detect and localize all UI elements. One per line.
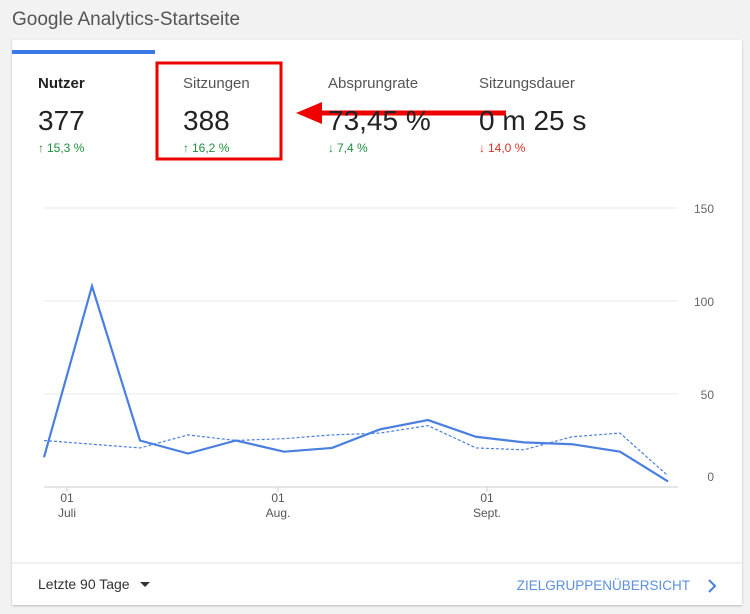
change-arrow: ↑	[183, 141, 189, 155]
metric-value: 377	[38, 105, 85, 136]
x-tick-month: Sept.	[473, 506, 501, 520]
x-tick-day: 01	[480, 491, 494, 505]
x-tick-month: Aug.	[266, 506, 291, 520]
active-tab-bar	[12, 50, 155, 54]
card	[12, 40, 742, 605]
x-tick-day: 01	[271, 491, 285, 505]
x-tick-month: Juli	[58, 506, 76, 520]
change-arrow: ↓	[479, 141, 485, 155]
metric-value: 0 m 25 s	[479, 105, 586, 136]
x-tick-day: 01	[60, 491, 74, 505]
y-tick-label: 100	[694, 295, 714, 309]
y-tick-label: 150	[694, 202, 714, 216]
metric-label: Absprungrate	[328, 75, 418, 92]
metric-label: Sitzungsdauer	[479, 75, 575, 92]
date-range[interactable]: Letzte 90 Tage	[38, 576, 130, 592]
metric-value: 388	[183, 105, 230, 136]
metric-change: 7,4 %	[337, 141, 368, 155]
change-arrow: ↑	[38, 141, 44, 155]
metric-change: 14,0 %	[488, 141, 526, 155]
highlight-box	[155, 61, 283, 161]
page-title: Google Analytics-Startseite	[12, 9, 241, 30]
y-tick-label: 50	[701, 388, 715, 402]
metric-label: Sitzungen	[183, 75, 250, 92]
metric-value: 73,45 %	[328, 105, 431, 136]
change-arrow: ↓	[328, 141, 334, 155]
metric-change: 15,3 %	[47, 141, 85, 155]
metric-change: 16,2 %	[192, 141, 230, 155]
dropdown-icon[interactable]	[140, 582, 150, 587]
metric-label: Nutzer	[38, 75, 85, 92]
chevron[interactable]	[708, 579, 717, 593]
arrow-head	[296, 102, 322, 124]
audience-link[interactable]: ZIELGRUPPENÜBERSICHT	[517, 578, 690, 593]
series-line	[42, 282, 669, 483]
y-tick-label: 0	[707, 470, 714, 484]
